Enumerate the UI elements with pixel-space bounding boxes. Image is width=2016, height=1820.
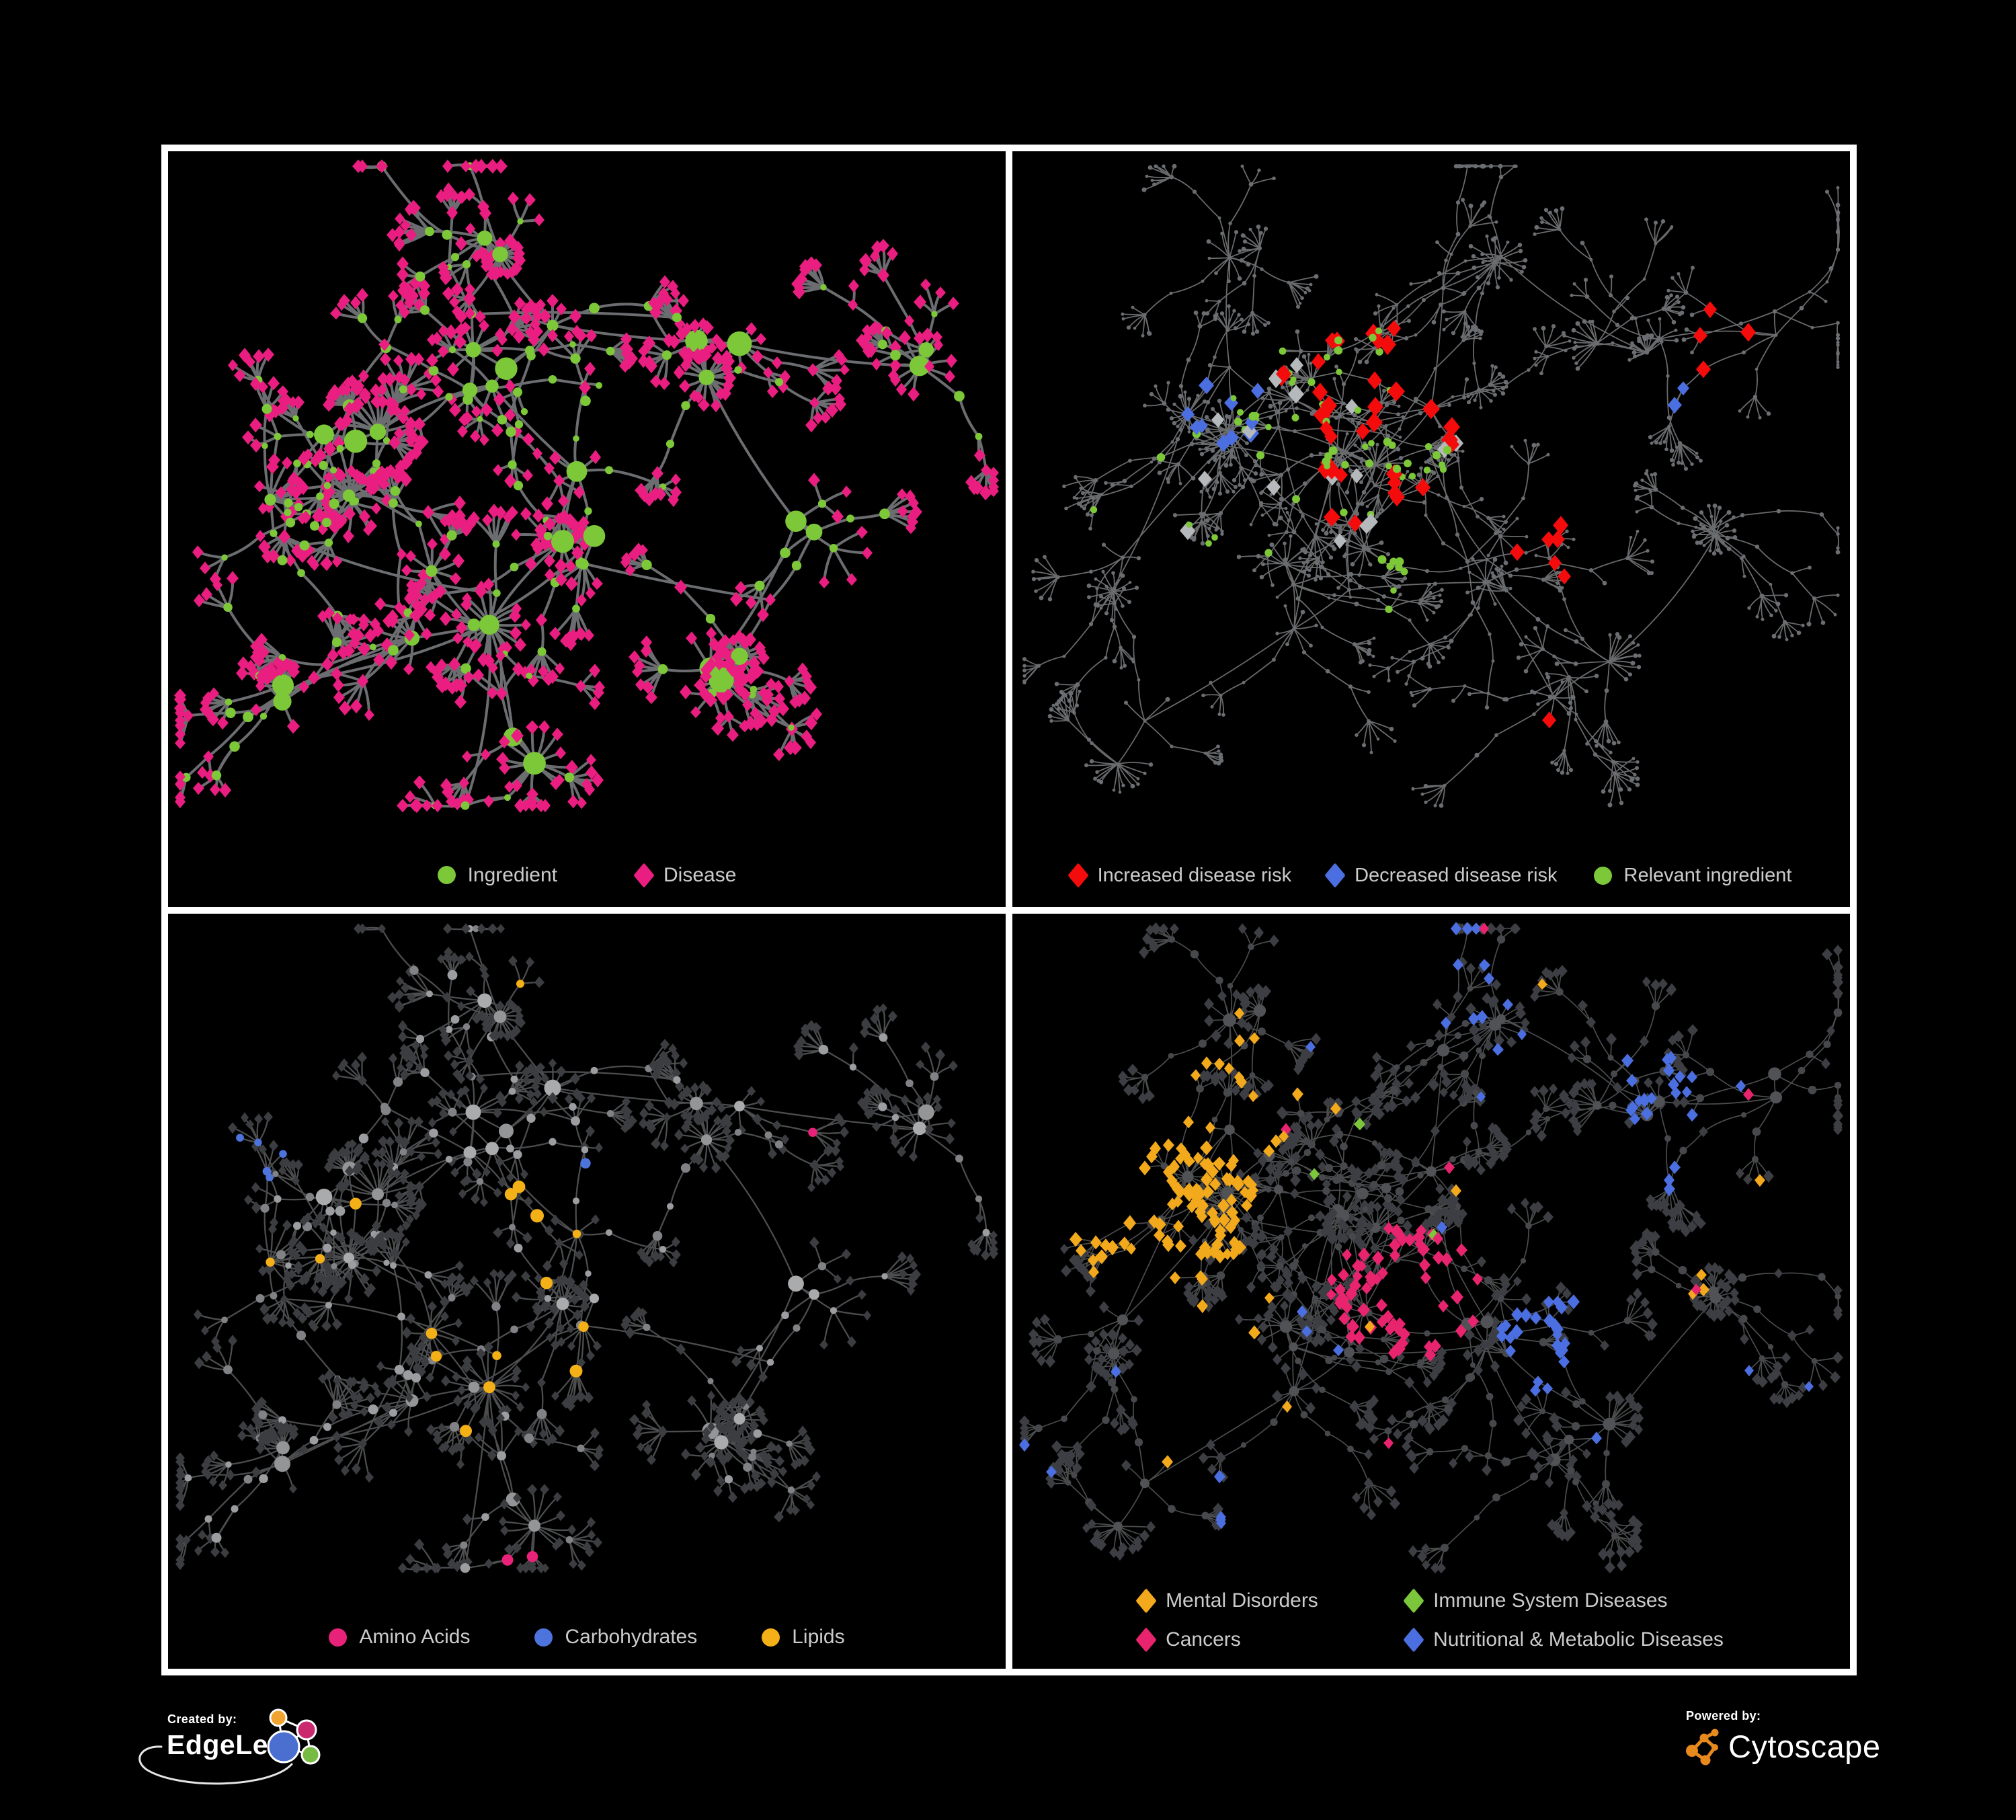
powered-by-label: Powered by: [1686, 1709, 1761, 1723]
legend-item-nutritional-metabolic: Nutritional & Metabolic Diseases [1403, 1627, 1724, 1653]
edgeleap-logo-icon [138, 1708, 321, 1785]
increased-risk-diamond-icon [1067, 863, 1089, 888]
legend-item-mental-disorders: Mental Disorders [1135, 1588, 1406, 1614]
legend-label: Mental Disorders [1166, 1589, 1318, 1612]
network-canvas-disease-risk[interactable] [1012, 151, 1850, 907]
legend-label: Nutritional & Metabolic Diseases [1433, 1628, 1724, 1651]
legend-label: Cancers [1166, 1628, 1241, 1651]
legend-item-ingredient: Ingredient [437, 863, 558, 887]
legend-item-carbohydrates: Carbohydrates [534, 1626, 697, 1649]
panel-nutrient-classes: Amino Acids Carbohydrates Lipids [168, 913, 1006, 1669]
legend-label: Immune System Diseases [1433, 1589, 1668, 1612]
network-canvas-disease-classes[interactable] [1012, 914, 1850, 1669]
legend-label: Relevant ingredient [1623, 864, 1792, 886]
cancers-diamond-icon [1135, 1627, 1157, 1653]
decreased-risk-diamond-icon [1324, 863, 1346, 888]
legend-label: Increased disease risk [1097, 864, 1292, 886]
legend-item-immune-diseases: Immune System Diseases [1403, 1588, 1724, 1614]
legend-item-disease: Disease [633, 862, 737, 888]
network-canvas-ingredient-disease[interactable] [168, 151, 1006, 907]
cytoscape-wordmark: Cytoscape [1728, 1728, 1881, 1764]
legend-disease-risk: Increased disease risk Decreased disease… [1012, 863, 1850, 888]
legend-label: Amino Acids [359, 1626, 471, 1648]
amino-acids-circle-icon [329, 1628, 348, 1647]
lipids-circle-icon [762, 1628, 780, 1647]
immune-diseases-diamond-icon [1403, 1588, 1424, 1614]
disease-diamond-icon [633, 862, 655, 888]
legend-item-lipids: Lipids [762, 1626, 845, 1649]
mental-disorders-diamond-icon [1135, 1588, 1157, 1614]
created-by-label: Created by: [167, 1712, 237, 1726]
legend-ingredient-disease: Ingredient Disease [168, 862, 1006, 888]
legend-label: Decreased disease risk [1355, 864, 1558, 886]
legend-label: Ingredient [467, 863, 558, 886]
legend-item-decreased-risk: Decreased disease risk [1324, 863, 1558, 888]
cytoscape-logo-icon [1686, 1729, 1719, 1766]
legend-label: Lipids [792, 1626, 845, 1648]
relevant-ingredient-circle-icon [1593, 866, 1612, 885]
panel-disease-risk: Increased disease risk Decreased disease… [1012, 151, 1850, 907]
legend-disease-classes: Mental Disorders Immune System Diseases … [1012, 1588, 1850, 1653]
figure-grid: Ingredient Disease Increased disease ris… [161, 145, 1857, 1675]
legend-item-increased-risk: Increased disease risk [1067, 863, 1292, 888]
panel-ingredient-disease: Ingredient Disease [168, 151, 1006, 907]
legend-item-cancers: Cancers [1135, 1627, 1406, 1653]
ingredient-circle-icon [437, 866, 456, 884]
legend-item-amino-acids: Amino Acids [329, 1626, 470, 1649]
cytoscape-logo: Cytoscape [1684, 1727, 1881, 1766]
legend-label: Carbohydrates [565, 1626, 698, 1648]
legend-nutrient-classes: Amino Acids Carbohydrates Lipids [168, 1626, 1006, 1649]
edgeleap-network [267, 1708, 321, 1765]
legend-label: Disease [663, 863, 737, 886]
nutritional-metabolic-diamond-icon [1403, 1627, 1424, 1653]
panel-disease-classes: Mental Disorders Immune System Diseases … [1012, 913, 1850, 1669]
carbohydrates-circle-icon [534, 1628, 553, 1647]
network-canvas-nutrient-classes[interactable] [168, 914, 1006, 1669]
legend-item-relevant-ingredient: Relevant ingredient [1593, 864, 1792, 887]
